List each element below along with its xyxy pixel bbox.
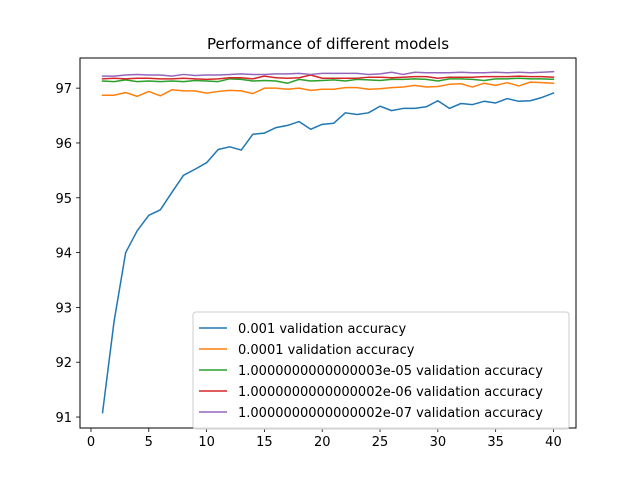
y-tick-label: 93 xyxy=(55,301,72,316)
series-line-5 xyxy=(101,70,555,77)
series-line-4 xyxy=(101,74,555,81)
x-tick-label: 0 xyxy=(87,435,95,450)
y-tick-label: 92 xyxy=(55,356,72,371)
legend: 0.001 validation accuracy 0.0001 validati… xyxy=(192,311,570,430)
x-tick-label: 15 xyxy=(256,435,273,450)
series-line-3 xyxy=(101,77,555,84)
x-tick-label: 35 xyxy=(487,435,504,450)
series-line-2 xyxy=(101,81,555,98)
plot-area xyxy=(101,70,555,414)
legend-label: 1.0000000000000002e-07 validation accura… xyxy=(238,406,543,421)
x-tick-label: 25 xyxy=(372,435,389,450)
legend-box xyxy=(192,311,570,430)
x-tick-label: 40 xyxy=(545,435,562,450)
y-tick-label: 96 xyxy=(55,137,72,152)
y-tick-label: 91 xyxy=(55,411,72,426)
legend-label: 1.0000000000000003e-05 validation accura… xyxy=(238,364,543,379)
legend-label: 1.0000000000000002e-06 validation accura… xyxy=(238,385,543,400)
x-tick-label: 20 xyxy=(314,435,331,450)
legend-label: 0.0001 validation accuracy xyxy=(238,343,415,358)
x-tick-label: 5 xyxy=(145,435,153,450)
legend-label: 0.001 validation accuracy xyxy=(238,322,406,337)
y-tick-label: 97 xyxy=(55,82,72,97)
series-line-1 xyxy=(101,92,555,414)
chart-title: Performance of different models xyxy=(207,35,449,53)
y-tick-label: 94 xyxy=(55,247,72,262)
x-tick-label: 10 xyxy=(198,435,215,450)
y-tick-label: 95 xyxy=(55,192,72,207)
x-tick-label: 30 xyxy=(430,435,447,450)
